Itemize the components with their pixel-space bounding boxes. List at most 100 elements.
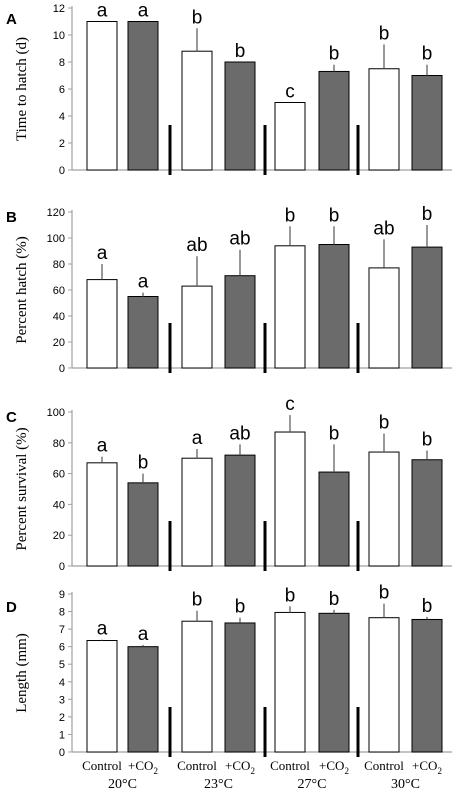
y-tick-label-b: 40 [53,311,65,323]
y-tick-label-a: 8 [59,57,65,69]
bar-control-a-2 [181,50,213,171]
bar-control-c-4 [368,451,400,567]
y-axis-label-d: Length (mm) [14,633,30,713]
significance-letter-d: a [138,624,149,645]
panel-letter-b: B [6,209,17,226]
temperature-label: 23°C [204,777,233,792]
bar-control-c-1 [86,462,118,567]
bar-co2-a-3 [318,70,350,171]
temperature-label: 20°C [108,777,137,792]
bar-control-d-1 [86,640,118,753]
panel-letter-d: D [6,599,17,616]
y-tick-label-c: 20 [53,530,65,542]
bar-co2-d-2 [224,622,256,753]
significance-letter-b: b [329,205,340,226]
y-tick-label-b: 0 [59,363,65,375]
y-tick-label-a: 2 [59,138,65,150]
y-tick-label-d: 7 [59,624,65,636]
y-tick-label-a: 4 [59,111,65,123]
significance-letter-c: b [138,453,149,474]
bar-control-a-3 [274,102,306,171]
panel-letter-a: A [6,11,17,28]
x-category-label: Control [270,758,310,773]
significance-letter-a: b [379,23,390,44]
x-category-label: +CO2 [319,758,349,776]
significance-letter-b: b [422,204,433,225]
y-tick-label-a: 0 [59,165,65,177]
bar-control-c-2 [181,457,213,567]
y-tick-label-d: 0 [59,747,65,759]
bar-co2-c-3 [318,471,350,567]
y-tick-label-b: 80 [53,259,65,271]
y-tick-label-a: 12 [53,3,65,15]
y-axis-label-a: Time to hatch (d) [14,37,30,141]
bar-control-c-3 [274,431,306,567]
bar-co2-a-2 [224,61,256,171]
y-tick-label-d: 8 [59,607,65,619]
x-category-label: Control [82,758,122,773]
bar-control-a-1 [86,21,118,171]
y-tick-label-d: 1 [59,729,65,741]
significance-letter-a: b [329,44,340,65]
significance-letter-c: ab [229,423,250,444]
temperature-label: 30°C [391,777,420,792]
bar-co2-b-1 [127,296,159,369]
y-tick-label-d: 5 [59,659,65,671]
y-tick-label-b: 100 [47,233,65,245]
y-tick-label-d: 9 [59,589,65,601]
bar-co2-b-2 [224,275,256,369]
temperature-label: 27°C [298,777,327,792]
significance-letter-d: b [235,597,246,618]
significance-letter-a: a [138,1,149,22]
y-axis-label-c: Percent survival (%) [14,427,30,550]
significance-letter-c: b [379,413,390,434]
bar-control-b-1 [86,279,118,369]
significance-letter-c: a [97,436,108,457]
x-category-label: Control [177,758,217,773]
significance-letter-d: a [97,619,108,640]
y-tick-label-d: 4 [59,677,65,689]
bar-co2-b-4 [411,246,443,369]
significance-letter-c: a [192,428,203,449]
significance-letter-b: ab [186,235,207,256]
y-tick-label-c: 0 [59,561,65,573]
y-tick-label-a: 6 [59,84,65,96]
bar-co2-c-4 [411,459,443,567]
significance-letter-d: b [285,585,296,606]
y-tick-label-d: 6 [59,642,65,654]
bar-control-d-4 [368,617,400,753]
x-category-label: +CO2 [225,758,255,776]
significance-letter-b: a [138,272,149,293]
y-tick-label-b: 20 [53,337,65,349]
y-tick-label-b: 60 [53,285,65,297]
bar-control-b-2 [181,285,213,369]
bar-co2-a-1 [127,21,159,171]
significance-letter-a: b [192,7,203,28]
bar-co2-d-3 [318,612,350,753]
significance-letter-d: b [379,583,390,604]
bar-co2-b-3 [318,244,350,369]
significance-letter-c: c [285,394,295,415]
panel-letter-c: C [6,409,17,426]
significance-letter-d: b [422,596,433,617]
y-tick-label-d: 3 [59,694,65,706]
bar-control-d-3 [274,611,306,753]
significance-letter-a: b [422,44,433,65]
significance-letter-d: b [329,589,340,610]
significance-letter-d: b [192,590,203,611]
y-tick-label-b: 120 [47,207,65,219]
bar-control-a-4 [368,68,400,171]
bar-control-d-2 [181,620,213,753]
x-category-label: Control [364,758,404,773]
y-tick-label-c: 40 [53,499,65,511]
bar-control-b-3 [274,245,306,369]
bar-control-b-4 [368,267,400,369]
significance-letter-c: b [329,423,340,444]
bar-co2-c-2 [224,454,256,567]
y-tick-label-c: 100 [47,407,65,419]
significance-letter-b: a [97,243,108,264]
significance-letter-b: ab [373,218,394,239]
y-tick-label-c: 60 [53,469,65,481]
bar-co2-d-1 [127,646,159,753]
